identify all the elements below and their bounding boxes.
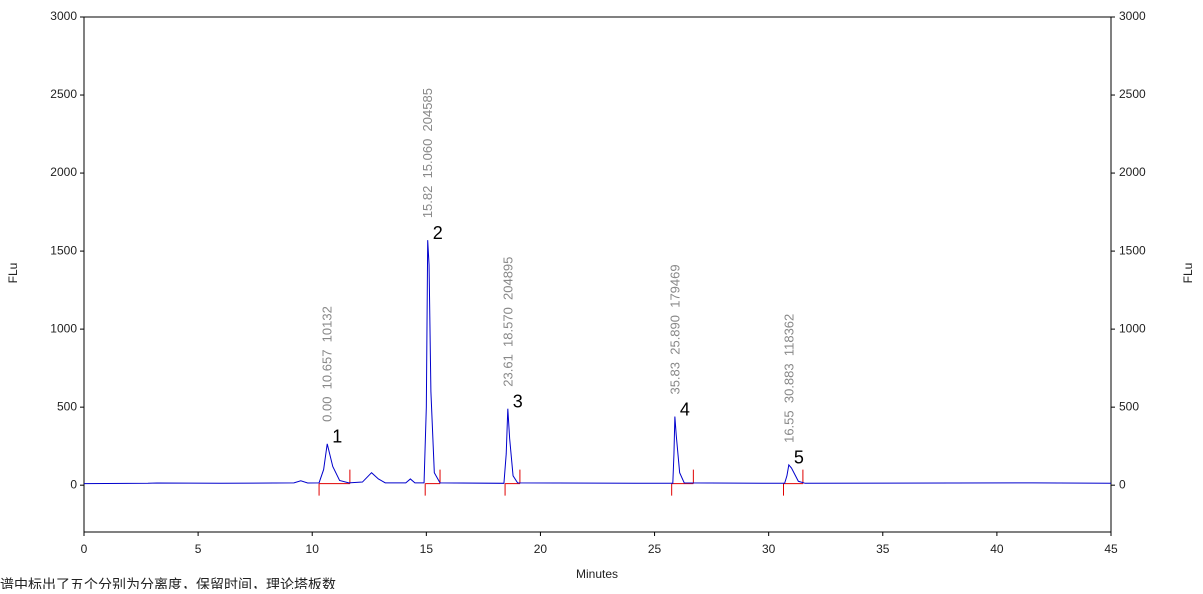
y-tick-label: 3000: [50, 9, 77, 23]
y-tick-label: 1500: [50, 243, 77, 257]
caption: 谱中标出了五个分别为分离度，保留时间，理论塔板数: [0, 577, 336, 589]
x-tick-label: 45: [1104, 542, 1118, 556]
peak-annotation: 0.00 10.657 10132: [320, 306, 335, 422]
plot-frame: [83, 16, 1112, 533]
peak-number: 4: [680, 399, 690, 419]
x-tick-label: 0: [81, 542, 88, 556]
y-tick-label: 1000: [50, 321, 77, 335]
y-tick-label: 0: [70, 477, 77, 491]
y-tick-label: 500: [57, 399, 77, 413]
y2-tick-label: 1500: [1119, 243, 1146, 257]
x-tick-label: 25: [648, 542, 662, 556]
peak-annotation: 16.55 30.883 118362: [781, 314, 796, 443]
y-tick-label: 2000: [50, 165, 77, 179]
y-axis-label: FLu: [6, 263, 20, 284]
y2-tick-label: 1000: [1119, 321, 1146, 335]
peak-number: 3: [513, 391, 523, 411]
x-tick-label: 15: [420, 542, 434, 556]
y2-tick-label: 500: [1119, 399, 1139, 413]
peak-number: 5: [794, 448, 804, 468]
peak-annotation: 23.61 18.570 204895: [500, 257, 515, 387]
x-axis-label: Minutes: [576, 567, 618, 581]
peak-number: 1: [332, 427, 342, 447]
trace: [83, 240, 1112, 485]
y-tick-label: 2500: [50, 87, 77, 101]
peak-annotation: 35.83 25.890 179469: [667, 264, 682, 394]
peak-annotation: 15.82 15.060 204585: [420, 88, 435, 218]
x-tick-label: 10: [306, 542, 320, 556]
y2-tick-label: 2500: [1119, 87, 1146, 101]
y2-tick-label: 0: [1119, 477, 1126, 491]
y2-tick-label: 2000: [1119, 165, 1146, 179]
x-tick-label: 40: [990, 542, 1004, 556]
x-tick-label: 5: [195, 542, 202, 556]
x-tick-label: 30: [762, 542, 776, 556]
y2-tick-label: 3000: [1119, 9, 1146, 23]
x-tick-label: 35: [876, 542, 890, 556]
peak-number: 2: [433, 223, 443, 243]
y2-axis-label: FLu: [1181, 263, 1195, 284]
x-tick-label: 20: [534, 542, 548, 556]
